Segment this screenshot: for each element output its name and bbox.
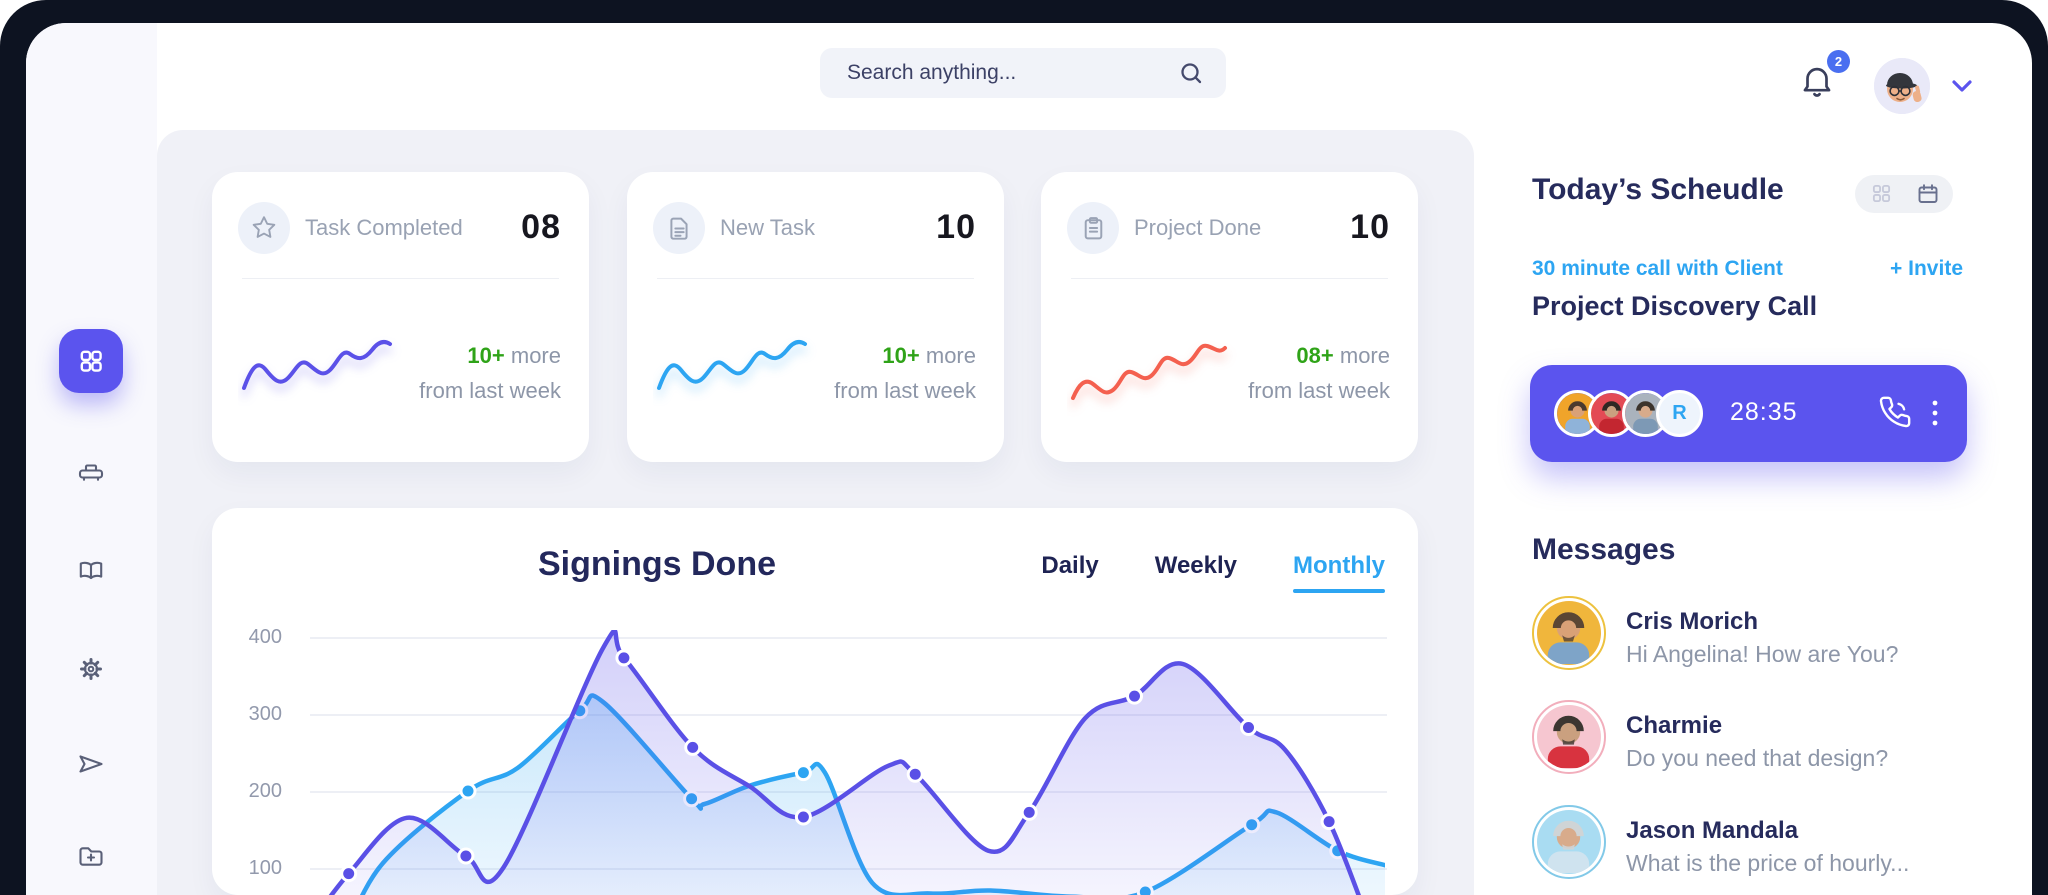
settings-gear-icon [76, 654, 106, 684]
tab-daily[interactable]: Daily [1041, 552, 1099, 579]
sparkline [1071, 343, 1227, 400]
user-avatar[interactable] [1874, 58, 1930, 114]
stat-value: 10 [936, 208, 976, 246]
dashboard-grid-icon [75, 345, 107, 377]
message-sender-name[interactable]: Charmie [1626, 712, 1723, 739]
app-window: 2 Task Completed 08 [26, 23, 2032, 895]
chevron-down-icon[interactable] [1952, 80, 1972, 98]
invite-button[interactable]: + Invite [1890, 257, 1963, 280]
chart-title: Signings Done [538, 545, 776, 583]
sparkline [242, 340, 392, 390]
message-sender-name[interactable]: Cris Morich [1626, 608, 1759, 635]
participant-initial-avatar: R [1656, 390, 1703, 437]
search-icon[interactable] [1179, 61, 1204, 91]
event-time-label: 30 minute call with Client [1532, 257, 1783, 280]
message-sender-name[interactable]: Jason Mandala [1626, 817, 1799, 844]
signings-chart-card: Signings Done Daily Weekly Monthly 400 3… [212, 508, 1418, 895]
sparkline [657, 340, 807, 390]
document-icon [653, 202, 705, 254]
sidebar-item-dashboard[interactable] [59, 329, 123, 393]
tab-monthly[interactable]: Monthly [1293, 552, 1385, 593]
message-avatar[interactable] [1532, 700, 1606, 774]
delta-number: 10+ [882, 343, 920, 368]
sidebar-item-library[interactable] [74, 554, 108, 588]
stat-card-project-done: Project Done 10 08+ more from last week [1041, 172, 1418, 462]
signings-line-chart [310, 630, 1385, 895]
gridline [310, 637, 1387, 639]
printer-icon [76, 458, 106, 488]
message-preview: What is the price of hourly... [1626, 850, 1910, 876]
calendar-view-icon[interactable] [1916, 182, 1940, 211]
divider [1071, 278, 1388, 279]
delta-rest: more [919, 343, 976, 368]
y-axis-tick: 200 [248, 780, 282, 802]
folder-add-icon [76, 841, 106, 871]
grid-view-icon[interactable] [1871, 183, 1892, 209]
stat-card-new-task: New Task 10 10+ more from last week [627, 172, 1004, 462]
sidebar-item-send[interactable] [74, 747, 108, 781]
message-preview: Hi Angelina! How are You? [1626, 641, 1899, 667]
delta-sub: from last week [1248, 378, 1390, 403]
delta-sub: from last week [834, 378, 976, 403]
delta-number: 08+ [1296, 343, 1334, 368]
message-preview: Do you need that design? [1626, 745, 1889, 771]
stat-delta: 10+ more from last week [834, 338, 976, 408]
phone-call-icon[interactable] [1878, 395, 1912, 434]
schedule-title: Today’s Scheudle [1532, 173, 1784, 206]
book-icon [76, 556, 106, 586]
search-input[interactable] [820, 48, 1226, 98]
message-avatar[interactable] [1532, 805, 1606, 879]
gridline [310, 714, 1387, 716]
notification-badge: 2 [1827, 50, 1850, 73]
message-avatar[interactable] [1532, 596, 1606, 670]
sidebar-item-print[interactable] [74, 456, 108, 490]
sidebar [26, 23, 157, 895]
delta-number: 10+ [467, 343, 505, 368]
stat-delta: 08+ more from last week [1248, 338, 1390, 408]
stat-label: New Task [720, 215, 815, 240]
call-participants: R [1554, 390, 1703, 437]
stat-delta: 10+ more from last week [419, 338, 561, 408]
stat-value: 08 [521, 208, 561, 246]
search-bar [820, 48, 1226, 98]
clipboard-icon [1067, 202, 1119, 254]
divider [657, 278, 974, 279]
notification-bell-icon[interactable] [1798, 61, 1842, 105]
more-options-icon[interactable] [1932, 400, 1938, 431]
send-plane-icon [76, 749, 106, 779]
y-axis-tick: 100 [248, 857, 282, 879]
y-axis-tick: 400 [248, 626, 282, 648]
y-axis-tick: 300 [248, 703, 282, 725]
call-timer: 28:35 [1730, 398, 1798, 426]
stat-card-task-completed: Task Completed 08 10+ more from last wee… [212, 172, 589, 462]
sidebar-item-add-folder[interactable] [74, 839, 108, 873]
delta-rest: more [504, 343, 561, 368]
stat-label: Project Done [1134, 215, 1262, 240]
chart-range-tabs: Daily Weekly Monthly [1041, 552, 1385, 593]
delta-sub: from last week [419, 378, 561, 403]
divider [242, 278, 559, 279]
stat-label: Task Completed [305, 215, 463, 240]
sidebar-item-settings[interactable] [74, 652, 108, 686]
event-title: Project Discovery Call [1532, 291, 1818, 321]
schedule-view-toggle [1855, 175, 1953, 213]
stat-value: 10 [1350, 208, 1390, 246]
active-call-widget: R 28:35 [1530, 365, 1967, 462]
messages-title: Messages [1532, 533, 1676, 566]
delta-rest: more [1333, 343, 1390, 368]
tab-weekly[interactable]: Weekly [1154, 552, 1238, 579]
star-icon [238, 202, 290, 254]
